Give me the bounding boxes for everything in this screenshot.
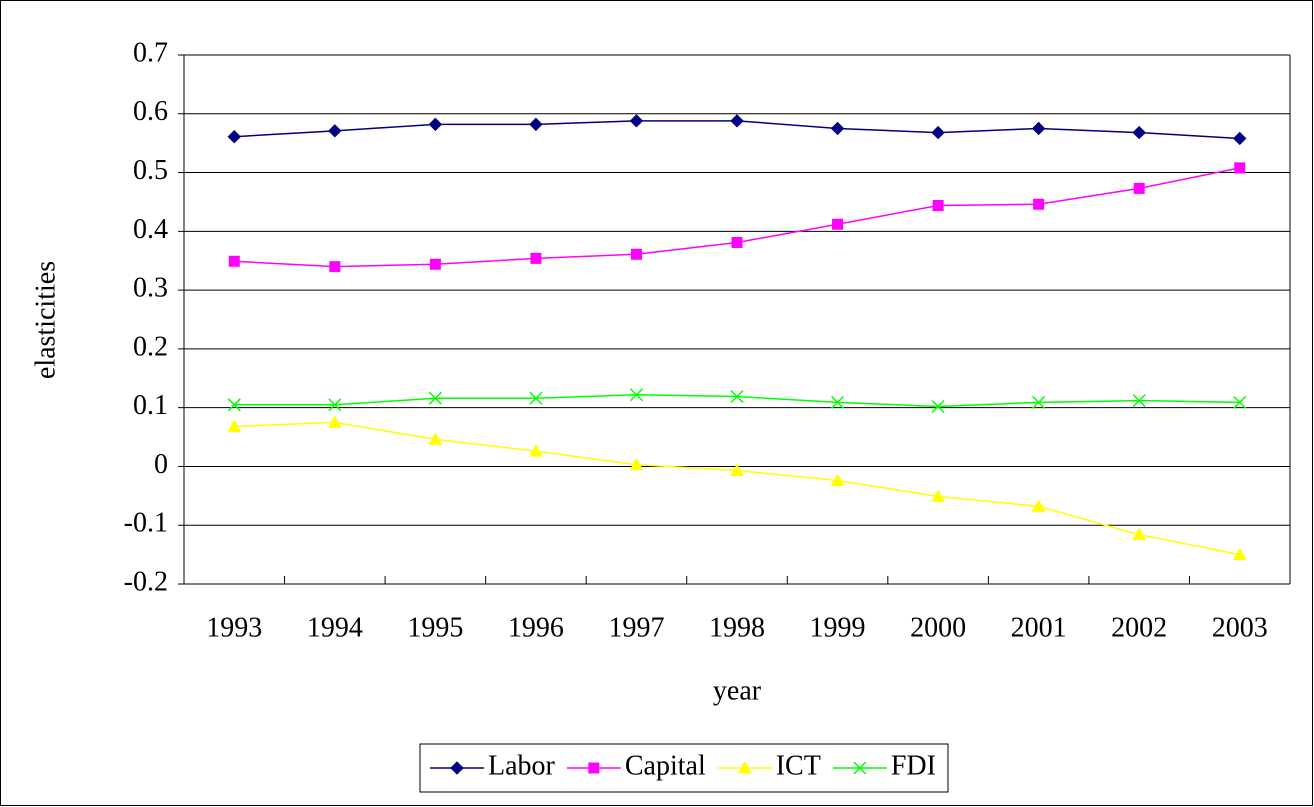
marker bbox=[1233, 395, 1247, 409]
marker bbox=[588, 762, 600, 774]
marker bbox=[529, 117, 543, 132]
marker bbox=[853, 761, 867, 775]
marker bbox=[731, 237, 743, 249]
marker bbox=[328, 398, 342, 412]
x-axis-label: year bbox=[713, 675, 762, 706]
y-tick-label: 0.2 bbox=[133, 331, 168, 362]
marker bbox=[831, 395, 845, 409]
marker bbox=[227, 419, 242, 432]
marker bbox=[1132, 125, 1146, 140]
legend-label: Labor bbox=[488, 750, 556, 781]
marker bbox=[1133, 182, 1145, 194]
marker bbox=[450, 761, 464, 775]
x-tick-label: 1998 bbox=[709, 612, 765, 643]
marker bbox=[730, 114, 744, 128]
x-tick-label: 1999 bbox=[810, 612, 866, 643]
x-tick-label: 1994 bbox=[307, 612, 363, 643]
legend-label: Capital bbox=[625, 750, 706, 781]
marker bbox=[931, 125, 945, 140]
marker bbox=[830, 473, 845, 487]
marker bbox=[529, 444, 543, 457]
x-tick-label: 1995 bbox=[407, 612, 463, 643]
marker bbox=[931, 399, 945, 414]
marker bbox=[830, 121, 845, 136]
marker bbox=[629, 388, 643, 402]
x-tick-label: 2002 bbox=[1111, 612, 1167, 643]
y-tick-label: 0 bbox=[154, 449, 168, 480]
y-tick-label: -0.2 bbox=[124, 566, 168, 597]
marker bbox=[1031, 121, 1046, 136]
y-axis-label: elasticities bbox=[30, 261, 61, 379]
marker bbox=[629, 457, 644, 471]
marker bbox=[1033, 198, 1045, 210]
y-tick-label: 0.7 bbox=[133, 37, 168, 68]
marker bbox=[1132, 527, 1147, 541]
marker bbox=[1132, 394, 1146, 408]
y-tick-label: -0.1 bbox=[124, 508, 168, 539]
legend: Labor Capital ICT FDI bbox=[419, 743, 949, 793]
x-tick-label: 2001 bbox=[1011, 612, 1067, 643]
marker bbox=[931, 489, 945, 502]
y-tick-label: 0.5 bbox=[133, 155, 168, 186]
marker bbox=[1233, 131, 1247, 146]
marker bbox=[1234, 162, 1246, 174]
legend-label: FDI bbox=[891, 750, 936, 781]
marker bbox=[1032, 395, 1046, 409]
x-tick-label: 2003 bbox=[1212, 612, 1268, 643]
marker bbox=[228, 255, 240, 267]
marker bbox=[629, 114, 644, 128]
marker bbox=[730, 463, 744, 477]
marker bbox=[832, 218, 844, 230]
marker bbox=[428, 391, 442, 405]
marker bbox=[429, 258, 441, 270]
marker bbox=[932, 199, 944, 211]
legend-label: ICT bbox=[776, 750, 821, 781]
marker bbox=[630, 248, 642, 260]
y-tick-label: 0.1 bbox=[133, 390, 168, 421]
marker bbox=[730, 389, 744, 404]
marker bbox=[530, 252, 542, 264]
marker bbox=[529, 391, 543, 405]
marker bbox=[428, 432, 443, 445]
marker bbox=[227, 129, 241, 144]
x-tick-label: 1997 bbox=[608, 612, 664, 643]
marker bbox=[1031, 499, 1046, 512]
x-tick-label: 1993 bbox=[206, 612, 262, 643]
marker bbox=[329, 261, 341, 273]
marker bbox=[428, 117, 443, 132]
marker bbox=[227, 398, 241, 412]
y-tick-label: 0.3 bbox=[133, 273, 168, 304]
y-tick-label: 0.4 bbox=[133, 214, 168, 245]
marker bbox=[328, 124, 342, 138]
x-tick-label: 1996 bbox=[508, 612, 564, 643]
marker bbox=[1232, 547, 1247, 561]
y-tick-label: 0.6 bbox=[133, 96, 168, 127]
marker bbox=[327, 415, 342, 428]
x-tick-label: 2000 bbox=[910, 612, 966, 643]
marker bbox=[737, 760, 752, 774]
